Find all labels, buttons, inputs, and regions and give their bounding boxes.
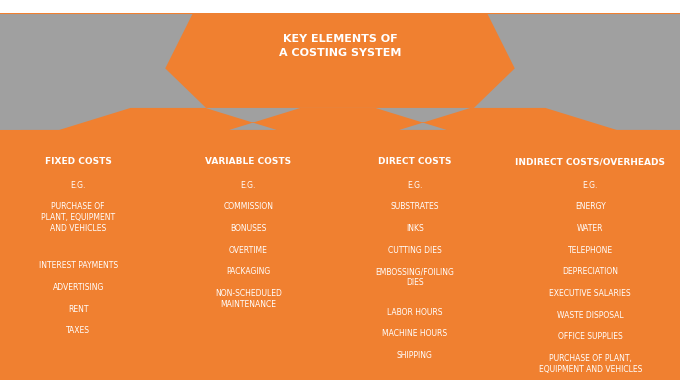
Polygon shape xyxy=(0,14,680,130)
Text: PURCHASE OF
PLANT, EQUIPMENT
AND VEHICLES: PURCHASE OF PLANT, EQUIPMENT AND VEHICLE… xyxy=(41,202,116,233)
Text: ADVERTISING: ADVERTISING xyxy=(52,283,104,292)
Text: COMMISSION: COMMISSION xyxy=(223,202,273,211)
Text: WASTE DISPOSAL: WASTE DISPOSAL xyxy=(557,311,624,320)
Text: RENT: RENT xyxy=(68,305,88,314)
Polygon shape xyxy=(356,130,485,133)
Text: WATER: WATER xyxy=(577,224,603,233)
Text: CUTTING DIES: CUTTING DIES xyxy=(388,245,442,255)
Text: PURCHASE OF PLANT,
EQUIPMENT AND VEHICLES: PURCHASE OF PLANT, EQUIPMENT AND VEHICLE… xyxy=(539,354,642,374)
Text: KEY ELEMENTS OF
A COSTING SYSTEM: KEY ELEMENTS OF A COSTING SYSTEM xyxy=(279,33,401,58)
Text: INKS: INKS xyxy=(406,224,424,233)
Text: TAXES: TAXES xyxy=(66,326,90,336)
Text: DIRECT COSTS: DIRECT COSTS xyxy=(378,157,452,166)
Text: EXECUTIVE SALARIES: EXECUTIVE SALARIES xyxy=(549,289,631,298)
Polygon shape xyxy=(165,14,515,108)
Text: SHIPPING: SHIPPING xyxy=(397,351,432,360)
Text: E.G.: E.G. xyxy=(241,180,256,190)
Text: BONUSES: BONUSES xyxy=(230,224,267,233)
Polygon shape xyxy=(20,130,149,133)
Text: LABOR HOURS: LABOR HOURS xyxy=(387,308,443,317)
Text: E.G.: E.G. xyxy=(407,180,422,190)
Text: SUBSTRATES: SUBSTRATES xyxy=(390,202,439,211)
Text: ENERGY: ENERGY xyxy=(575,202,606,211)
Text: EMBOSSING/FOILING
DIES: EMBOSSING/FOILING DIES xyxy=(375,268,454,287)
Text: INDIRECT COSTS/OVERHEADS: INDIRECT COSTS/OVERHEADS xyxy=(515,157,665,166)
Text: TELEPHONE: TELEPHONE xyxy=(568,245,613,255)
Text: INTEREST PAYMENTS: INTEREST PAYMENTS xyxy=(39,261,118,270)
Text: OFFICE SUPPLIES: OFFICE SUPPLIES xyxy=(558,332,623,342)
Polygon shape xyxy=(0,0,680,13)
Text: DEPRECIATION: DEPRECIATION xyxy=(562,268,618,276)
Polygon shape xyxy=(188,130,317,133)
Polygon shape xyxy=(528,130,657,133)
Text: MACHINE HOURS: MACHINE HOURS xyxy=(382,329,447,339)
Text: VARIABLE COSTS: VARIABLE COSTS xyxy=(205,157,291,166)
Text: PACKAGING: PACKAGING xyxy=(226,268,271,276)
Text: OVERTIME: OVERTIME xyxy=(228,245,268,255)
Text: E.G.: E.G. xyxy=(583,180,598,190)
Text: FIXED COSTS: FIXED COSTS xyxy=(45,157,112,166)
Text: E.G.: E.G. xyxy=(71,180,86,190)
Text: NON-SCHEDULED
MAINTENANCE: NON-SCHEDULED MAINTENANCE xyxy=(215,289,282,309)
